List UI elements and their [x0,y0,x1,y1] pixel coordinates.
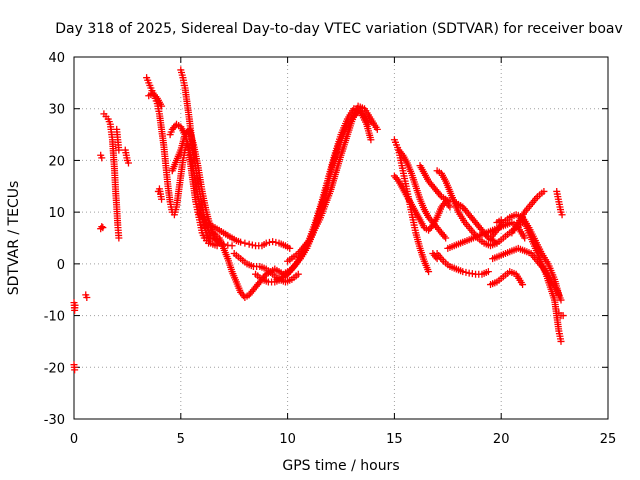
data-point [98,223,106,231]
data-point [559,312,567,320]
data-point [237,238,245,246]
data-point [367,136,375,144]
x-tick-label: 0 [70,432,78,447]
data-point [207,239,215,247]
data-point [373,125,381,133]
data-point [262,239,270,247]
data-point [98,154,106,162]
data-point [484,268,492,276]
y-tick-label: 20 [48,154,65,169]
data-point [245,240,253,248]
data-point [241,239,249,247]
y-tick-label: -20 [44,361,65,376]
chart-title: Day 318 of 2025, Sidereal Day-to-day VTE… [55,21,623,37]
data-point [540,187,548,195]
y-tick-label: 40 [48,51,65,66]
data-point [115,146,123,154]
x-tick-label: 25 [600,432,617,447]
data-point [557,337,565,345]
y-axis-label: SDTVAR / TECUs [6,181,22,296]
y-tick-label: -10 [44,310,65,325]
data-point [462,268,470,276]
x-tick-label: 15 [386,432,403,447]
data-point [269,238,277,246]
y-tick-label: -30 [44,413,65,428]
data-point [433,255,441,263]
data-points [70,66,567,374]
data-point [459,268,467,276]
y-tick-label: 10 [48,206,65,221]
data-point [228,242,236,250]
data-point [158,102,166,110]
x-tick-label: 20 [493,432,510,447]
x-tick-label: 10 [279,432,296,447]
plot-frame [73,56,609,420]
data-point [519,281,527,289]
data-point [497,216,505,224]
data-point [425,268,433,276]
data-point [158,195,166,203]
axis-ticks: 0 5 10 15 20 25 -30 -20 -10 0 10 20 30 40 [44,51,617,447]
data-point [265,238,273,246]
data-point [124,159,132,167]
data-point [557,296,565,304]
data-point [71,301,79,309]
data-point [521,234,529,242]
data-point [83,293,91,301]
data-point [248,241,256,249]
data-point [442,234,450,242]
data-point [115,234,123,242]
data-point [272,238,280,246]
x-tick-label: 5 [177,432,185,447]
data-point [286,244,294,252]
data-point [558,211,566,219]
data-point [294,270,302,278]
x-axis-label: GPS time / hours [282,458,399,474]
data-point [71,366,79,374]
data-point [446,203,454,211]
y-tick-label: 30 [48,103,65,118]
data-point [99,224,107,232]
y-tick-label: 0 [57,258,65,273]
